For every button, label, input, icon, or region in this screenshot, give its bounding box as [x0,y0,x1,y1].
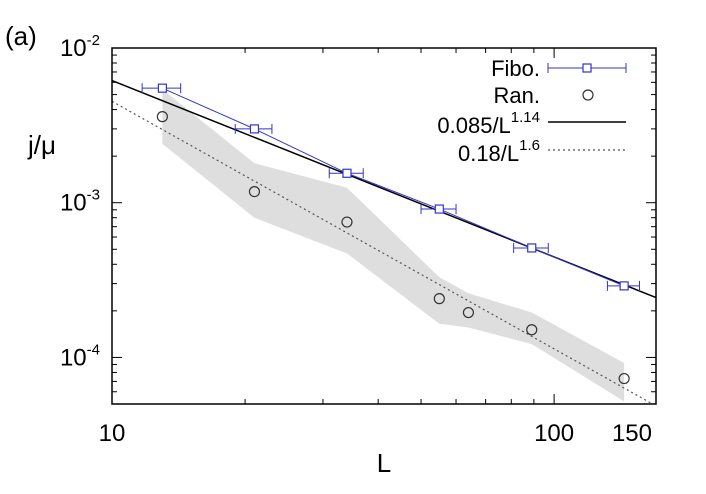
x-tick-label: 10 [99,420,126,447]
legend-label-ran: Ran. [494,83,540,108]
legend-fit2-exp: 1.6 [519,137,540,154]
random-point [156,111,168,123]
random-spread-band [162,89,625,402]
legend-label-fibo: Fibo. [491,56,540,81]
tick-layer: 10 100 150 10-2 10-3 10-4 [60,32,656,447]
fibo-line [162,87,625,287]
legend: Fibo. Ran. 0.085/L1.14 0.18/L1.6 [437,56,627,166]
random-point [618,372,630,385]
legend-marker-ran [582,89,594,101]
legend-marker-fibo [547,63,627,73]
fibo-point [157,83,167,93]
legend-fit2-base: 0.18/L [458,141,519,166]
random-point [248,185,261,198]
legend-fit1-exp: 1.14 [511,109,540,126]
panel-label: (a) [5,21,37,51]
legend-fit1-base: 0.085/L [437,113,510,138]
fibo-point [527,243,537,253]
plot-frame [111,47,657,405]
random-band-layer [162,89,625,402]
legend-label-fit1: 0.085/L1.14 [437,109,540,138]
y-tick-label: 10-4 [60,341,100,371]
fit-line-1.6 [112,100,654,404]
legend-label-fit2: 0.18/L1.6 [458,137,540,166]
series-layer [141,83,640,385]
y-axis-label: j/μ [27,130,56,160]
y-tick-label: 10-2 [60,32,100,62]
fibo-point [619,281,629,291]
fibo-point [249,124,260,134]
fibo-point [342,168,352,178]
random-point [462,306,475,319]
x-axis-label: L [377,448,391,478]
fibo-point [434,204,444,214]
x-tick-label: 100 [534,420,574,447]
x-tick-label: 150 [612,420,652,447]
y-tick-label: 10-3 [60,187,100,217]
random-point [341,216,353,228]
random-point [433,293,445,305]
random-point [526,324,538,336]
